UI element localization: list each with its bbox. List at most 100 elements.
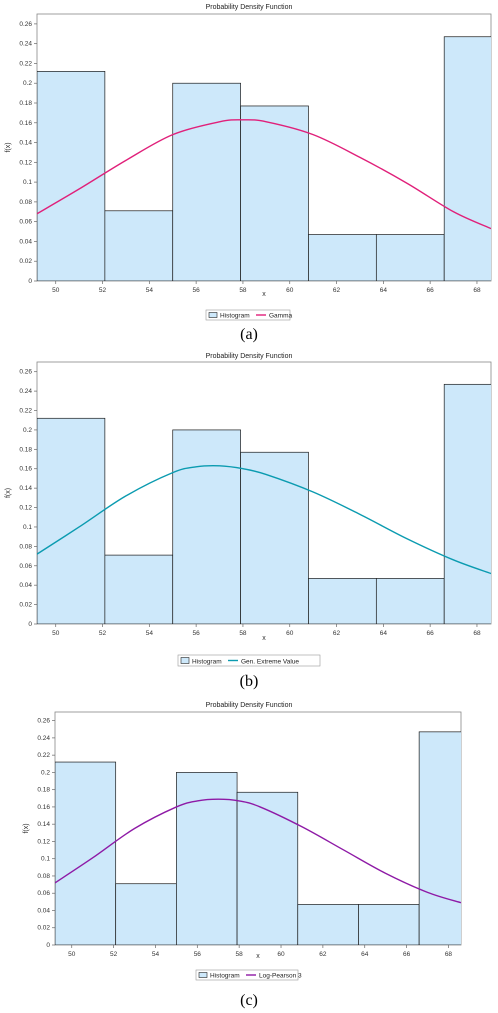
histogram-bar: [358, 904, 420, 945]
x-tick-label: 60: [286, 630, 294, 637]
y-tick-label: 0.16: [19, 120, 32, 127]
x-tick-label: 54: [146, 630, 154, 637]
y-tick-label: 0.22: [19, 408, 32, 415]
x-axis-label: x: [262, 635, 266, 642]
x-tick-label: 62: [319, 951, 327, 958]
y-tick-label: 0.1: [41, 856, 50, 863]
x-tick-label: 64: [380, 630, 388, 637]
y-tick-label: 0.1: [23, 179, 32, 186]
histogram-bar: [172, 82, 241, 281]
y-tick-label: 0.12: [19, 159, 32, 166]
histogram-bar: [418, 731, 461, 945]
density-line: [37, 119, 491, 230]
y-tick-label: 0.02: [37, 925, 50, 932]
y-tick-label: 0.04: [19, 238, 32, 245]
histogram-bar: [37, 417, 106, 624]
legend-line-label: Gen. Extreme Value: [241, 659, 299, 666]
y-tick-label: 0.26: [37, 718, 50, 725]
y-tick-label: 0.2: [41, 769, 50, 776]
y-tick-label: 0.26: [19, 369, 32, 376]
histogram-bar: [104, 554, 174, 624]
x-tick-label: 52: [99, 287, 107, 294]
caption-a: (a): [240, 326, 258, 343]
legend: Histogram Log-Pearson 3: [195, 969, 302, 981]
legend-histogram-label: Histogram: [220, 313, 250, 320]
y-tick-label: 0.08: [19, 199, 32, 206]
y-axis-label: f(x): [23, 823, 30, 833]
y-tick-label: 0.14: [19, 140, 32, 147]
y-tick-label: 0.2: [23, 427, 32, 434]
x-tick-label: 60: [286, 287, 294, 294]
y-tick-label: 0.22: [37, 752, 50, 759]
chart-title: Probability Density Function: [206, 4, 293, 11]
legend-box: [177, 654, 321, 667]
x-tick-label: 66: [427, 287, 435, 294]
y-tick-label: 0.22: [19, 60, 32, 67]
histogram-bar: [240, 105, 309, 281]
legend-histogram-swatch: [208, 312, 218, 318]
x-axis-label: x: [256, 953, 260, 960]
chart-title: Probability Density Function: [206, 353, 293, 360]
y-tick-label: 0.12: [19, 505, 32, 512]
caption-b: (b): [239, 673, 259, 690]
y-tick-label: 0.08: [37, 873, 50, 880]
x-tick-label: 52: [99, 630, 107, 637]
x-axis-label: x: [262, 291, 266, 298]
histogram-bar: [443, 36, 491, 281]
legend-histogram-swatch: [180, 657, 190, 664]
density-line: [55, 798, 461, 904]
x-tick-label: 56: [194, 951, 202, 958]
plot-content: [37, 383, 491, 624]
pdf-chart-c: Probability Density Function 0 0.02 0.04 0.0…: [23, 702, 462, 981]
x-tick-label: 56: [193, 630, 201, 637]
x-tick-label: 54: [152, 951, 160, 958]
histogram-bar: [115, 883, 177, 945]
y-tick-label: 0.24: [19, 41, 32, 48]
histogram-bar: [104, 210, 174, 281]
y-tick-label: 0.14: [37, 821, 50, 828]
legend-line-label: Gamma: [269, 313, 293, 320]
x-tick-label: 58: [236, 951, 244, 958]
pdf-chart-b: Probability Density Function 0 0.02 0.04 0.0…: [5, 353, 492, 667]
x-tick-label: 68: [473, 630, 481, 637]
histogram-bar: [308, 234, 377, 281]
chart-panel-a: Probability Density Function 0 0.02 0.04 0.0…: [0, 0, 498, 326]
chart-panel-c: Probability Density Function 0 0.02 0.04 0.0…: [0, 694, 498, 991]
x-tick-label: 66: [427, 630, 435, 637]
x-tick-label: 58: [239, 287, 247, 294]
y-tick-label: 0.08: [19, 543, 32, 550]
y-tick-label: 0.02: [19, 258, 32, 265]
histogram-bar: [236, 791, 299, 945]
y-tick-label: 0.04: [37, 907, 50, 914]
histogram-bar: [375, 578, 445, 624]
histogram-bar: [176, 772, 238, 945]
y-tick-label: 0.1: [23, 524, 32, 531]
x-tick-label: 62: [333, 287, 341, 294]
y-tick-label: 0: [28, 621, 32, 628]
legend-histogram-label: Histogram: [210, 973, 240, 980]
y-axis-label: f(x): [5, 142, 12, 152]
legend-box: [205, 309, 291, 321]
legend: Histogram Gen. Extreme Value: [177, 654, 321, 667]
histogram-bar: [308, 578, 377, 624]
y-tick-label: 0: [28, 278, 32, 285]
x-tick-label: 56: [193, 287, 201, 294]
y-tick-label: 0.06: [19, 563, 32, 570]
plot-content: [37, 36, 491, 281]
y-tick-label: 0.18: [37, 787, 50, 794]
histogram-bar: [297, 904, 359, 945]
x-tick-label: 62: [333, 630, 341, 637]
x-tick-label: 50: [52, 287, 60, 294]
y-tick-label: 0.24: [37, 735, 50, 742]
y-tick-label: 0.06: [37, 890, 50, 897]
x-tick-label: 60: [277, 951, 285, 958]
y-tick-label: 0: [46, 942, 50, 949]
plot-content: [55, 731, 461, 945]
y-tick-label: 0.02: [19, 602, 32, 609]
x-tick-label: 68: [473, 287, 481, 294]
caption-c: (c): [240, 992, 258, 1009]
x-tick-label: 54: [146, 287, 154, 294]
histogram-bar: [55, 761, 117, 945]
chart-title: Probability Density Function: [206, 702, 293, 709]
legend-histogram-label: Histogram: [192, 659, 222, 666]
